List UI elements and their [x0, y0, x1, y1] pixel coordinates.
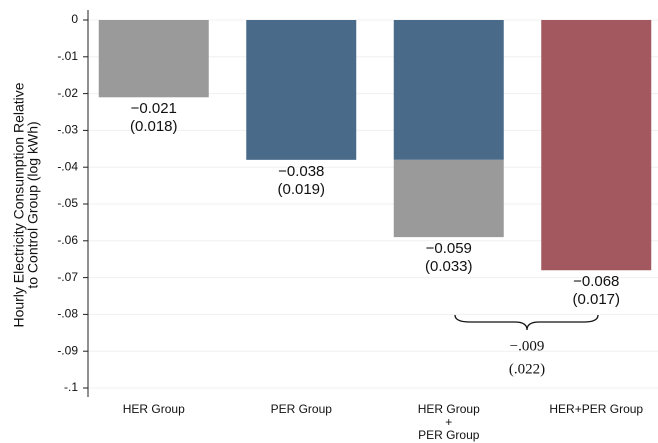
y-tick-label: -.09 [57, 343, 78, 357]
y-tick-label: -.08 [57, 307, 78, 321]
y-tick-label: -.07 [57, 270, 78, 284]
y-tick-label: -.04 [57, 159, 78, 173]
bar [393, 159, 504, 238]
bracket [454, 314, 599, 331]
y-tick-label: -.03 [57, 123, 78, 137]
bracket-label: (.022) [509, 361, 545, 377]
y-tick-label: 0 [71, 12, 78, 26]
bar-label: (0.019) [277, 181, 325, 198]
bar-label: −0.059 [426, 240, 472, 257]
bar-label: (0.033) [425, 258, 473, 275]
bar [393, 20, 504, 160]
x-tick-label: PER Group [418, 428, 480, 442]
x-tick-label: HER Group [418, 402, 480, 416]
bar [541, 20, 652, 271]
bar-label: −0.021 [131, 100, 177, 117]
y-tick-label: -.1 [64, 380, 78, 394]
y-tick-label: -.05 [57, 196, 78, 210]
bar-label: (0.018) [130, 118, 178, 135]
bracket-label: −.009 [510, 338, 545, 354]
x-tick-label: HER+PER Group [549, 402, 643, 416]
bar [246, 20, 357, 160]
x-tick-label: PER Group [271, 402, 333, 416]
x-tick-label: + [445, 415, 452, 429]
bar-label: −0.038 [278, 163, 324, 180]
bar-label: (0.017) [572, 291, 620, 308]
x-tick-label: HER Group [123, 402, 185, 416]
bar [98, 20, 209, 98]
bar-label: −0.068 [573, 273, 619, 290]
y-tick-label: -.02 [57, 86, 78, 100]
y-tick-label: -.01 [57, 49, 78, 63]
y-tick-label: -.06 [57, 233, 78, 247]
y-axis-title: Hourly Electricity Consumption Relative [11, 82, 27, 327]
y-axis-title: to Control Group (log kWh) [25, 121, 41, 288]
